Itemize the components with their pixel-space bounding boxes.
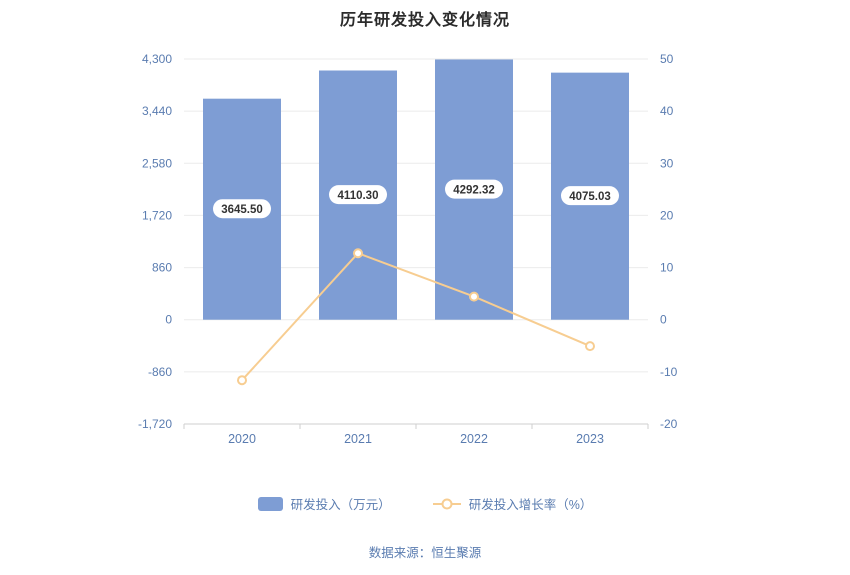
legend-item-line[interactable]: 研发投入增长率（%） [432,494,593,513]
left-axis-tick-label: 1,720 [142,208,172,222]
bar-value-label: 4292.32 [453,185,495,197]
right-axis-tick-label: 10 [660,261,674,275]
legend-item-bar[interactable]: 研发投入（万元） [257,494,391,513]
left-axis-tick-label: -1,720 [138,417,172,431]
chart-title: 历年研发投入变化情况 [339,12,510,29]
left-axis-tick-label: 3,440 [142,104,172,118]
left-axis-tick-label: -860 [148,365,172,379]
bar-value-label: 4110.30 [338,190,379,202]
line-point-2023[interactable] [585,341,595,352]
right-axis-tick-label: 20 [660,208,674,222]
line-legend-swatch-icon [432,498,461,509]
right-axis-tick-label: 50 [660,52,674,66]
legend-label-bar: 研发投入（万元） [290,498,391,512]
left-axis-tick-label: 4,300 [142,52,172,66]
right-axis-tick-label: 40 [660,104,674,118]
right-axis-tick-label: -20 [660,417,678,431]
data-source: 数据来源：恒生聚源 [368,546,482,560]
left-axis-tick-label: 860 [152,261,172,275]
line-point-2020[interactable] [237,375,247,386]
growth-rate-line [241,252,591,381]
x-axis-category-label: 2020 [228,432,256,446]
legend: 研发投入（万元） 研发投入增长率（%） [0,494,850,513]
bar-value-pill [213,199,271,219]
left-axis-tick-label: 0 [165,313,172,327]
line-marker-icon [441,498,453,509]
legend-label-line: 研发投入增长率（%） [468,498,593,512]
bar-value-pill [561,186,619,206]
x-axis-category-label: 2021 [344,432,372,446]
bar-value-pill [329,185,387,205]
line-point-2021[interactable] [353,248,363,259]
bar-value-pill [445,179,503,199]
right-axis-tick-label: -10 [660,365,678,379]
x-axis-category-label: 2022 [460,432,488,446]
left-axis-tick-label: 2,580 [142,156,172,170]
bar-value-label: 3645.50 [221,204,263,216]
x-axis-category-label: 2023 [576,432,604,446]
line-point-2022[interactable] [469,291,479,302]
right-axis-tick-label: 30 [660,156,674,170]
right-axis-tick-label: 0 [660,313,667,327]
bar-value-label: 4075.03 [569,191,611,203]
bar-legend-swatch-icon [257,496,283,511]
